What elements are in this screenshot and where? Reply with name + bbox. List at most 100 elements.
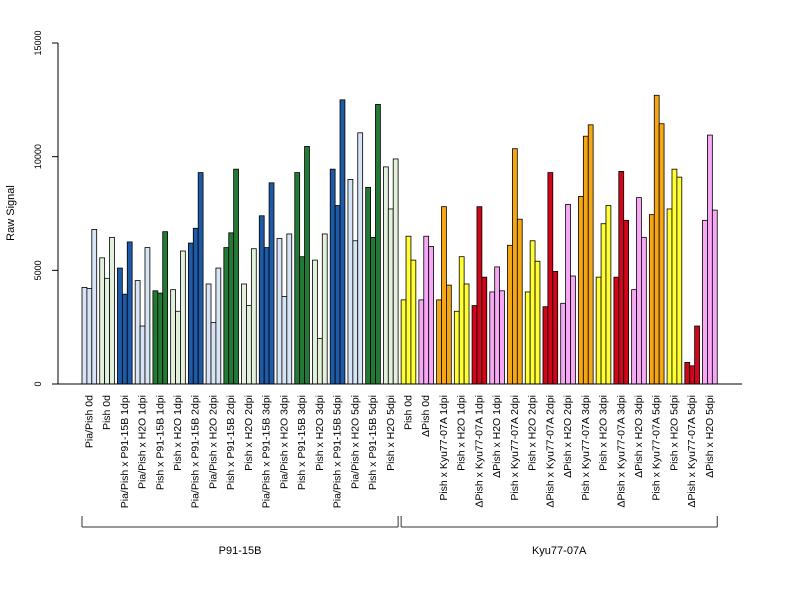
bar — [636, 197, 642, 385]
bar — [339, 99, 346, 385]
bar — [299, 256, 305, 385]
bar — [357, 132, 364, 385]
group-label: P91-15B — [219, 545, 262, 557]
bar — [565, 204, 571, 385]
category-label: Pish x Kyu77-07A 5dpi — [651, 395, 663, 501]
bar — [694, 325, 700, 385]
bar — [205, 283, 212, 385]
bar — [86, 288, 93, 385]
category-label: Pish x H2O 5dpi — [668, 395, 680, 471]
bar — [304, 146, 310, 385]
group-brackets: P91-15B Kyu77-07A — [81, 516, 718, 557]
category-label: Pish x H2O 5dpi — [385, 395, 397, 471]
category-label: Pia/Pish x P91-15B 5dpi — [332, 395, 344, 508]
bar — [387, 208, 394, 385]
bar — [276, 238, 283, 385]
bar — [542, 306, 549, 385]
bar — [653, 94, 660, 385]
bar — [578, 196, 584, 385]
y-tick-label: 15000 — [33, 30, 43, 55]
bar — [453, 310, 460, 385]
category-label: ΔPish x H2O 1dpi — [491, 395, 503, 478]
bar — [547, 172, 554, 385]
bar — [250, 248, 257, 385]
bar — [534, 260, 541, 385]
bar — [463, 283, 470, 385]
bar — [481, 276, 488, 385]
group-label: Kyu77-07A — [532, 545, 587, 557]
bar — [689, 365, 696, 385]
bar — [375, 103, 381, 385]
bar — [187, 242, 194, 385]
bar — [334, 205, 341, 385]
bar — [560, 302, 567, 385]
bar — [582, 135, 589, 385]
bar — [516, 218, 523, 385]
bar — [223, 247, 230, 385]
bar — [104, 277, 110, 385]
bar — [286, 233, 293, 385]
bar — [445, 284, 452, 385]
bar — [192, 227, 199, 385]
category-label: Pish x H2O 2dpi — [527, 395, 539, 471]
bar — [162, 231, 169, 385]
category-label: ΔPish x H2O 2dpi — [562, 395, 574, 478]
category-label: Pia/Pish x P91-15B 3dpi — [261, 395, 273, 508]
bar — [707, 134, 713, 385]
bar — [671, 168, 678, 385]
y-axis-title: Raw Signal — [5, 185, 17, 241]
bar — [99, 257, 106, 385]
bar — [471, 305, 478, 385]
y-tick-label: 10000 — [33, 144, 43, 169]
bar — [441, 206, 447, 385]
bar — [157, 292, 164, 385]
bars — [81, 94, 718, 385]
bar — [613, 276, 620, 385]
category-label: Pish x H2O 1dpi — [456, 395, 468, 471]
bar — [170, 289, 176, 385]
bar — [347, 178, 354, 385]
bar — [476, 206, 483, 385]
bar — [552, 271, 559, 385]
category-label: Pia/Pish x P91-15B 2dpi — [190, 395, 202, 508]
bar — [312, 259, 318, 385]
category-label: Pia/Pish x H2O 2dpi — [207, 395, 219, 489]
bar — [499, 290, 505, 385]
category-label: Pish x H2O 2dpi — [243, 395, 255, 471]
bar — [623, 219, 630, 385]
category-label: Pish x Kyu77-07A 2dpi — [509, 395, 521, 501]
bar — [370, 236, 376, 385]
bar — [134, 280, 141, 385]
bar — [436, 299, 442, 385]
category-label: ΔPish x Kyu77-07A 1dpi — [473, 395, 485, 508]
bar — [197, 172, 204, 385]
bar — [281, 296, 288, 385]
bar — [618, 171, 625, 385]
bar — [529, 240, 536, 385]
bar — [91, 229, 98, 385]
bar — [676, 176, 683, 385]
bar — [210, 322, 217, 385]
bar — [246, 305, 252, 385]
bar — [600, 223, 607, 385]
bar — [418, 299, 425, 385]
bar — [684, 362, 691, 385]
y-axis: 0 5000 10000 15000 — [33, 30, 59, 387]
bar — [117, 267, 123, 385]
category-label: Pish x P91-15B 2dpi — [225, 395, 237, 490]
bar — [263, 247, 270, 385]
category-label: ΔPish x Kyu77-07A 5dpi — [686, 395, 698, 508]
bar — [139, 325, 146, 385]
category-label: ΔPish x H2O 3dpi — [633, 395, 645, 478]
bar — [648, 214, 655, 385]
bar — [268, 182, 275, 385]
category-labels: Pia/Pish 0d Pish 0d Pia/Pish x P91-15B 1dp… — [83, 395, 716, 508]
category-label: Pia/Pish x P91-15B 1dpi — [119, 395, 131, 508]
bar — [666, 208, 673, 385]
bar — [383, 166, 389, 385]
bar — [410, 259, 417, 385]
bar — [228, 232, 235, 385]
category-label: Pish x P91-15B 1dpi — [154, 395, 166, 490]
bar — [233, 168, 239, 385]
